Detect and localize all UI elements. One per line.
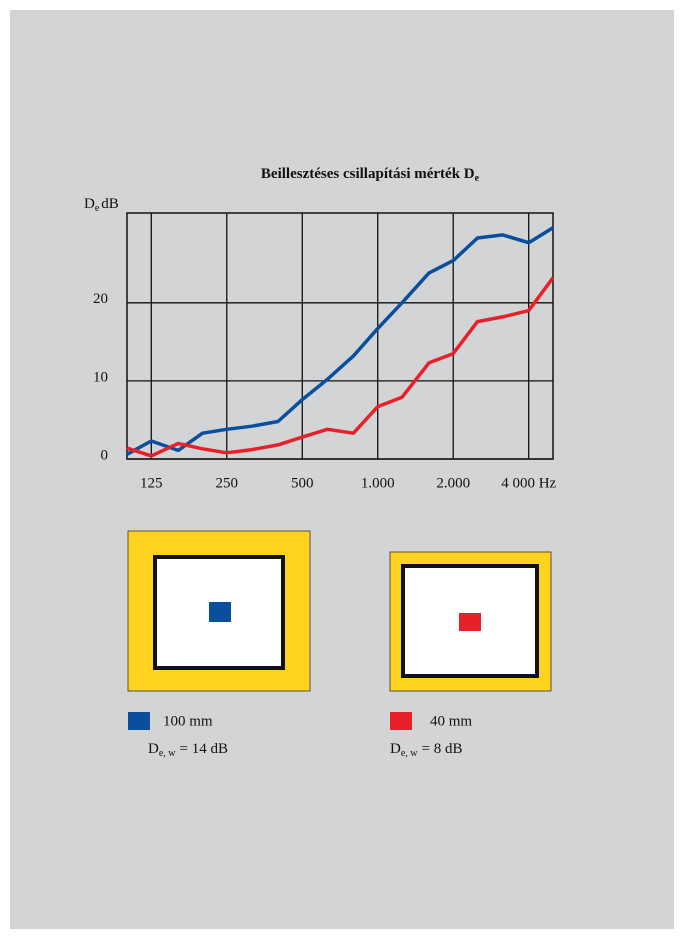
legend-swatch bbox=[128, 712, 150, 730]
ylabel-sub: e bbox=[95, 203, 100, 214]
annotation-value: = 8 dB bbox=[422, 741, 463, 757]
title-sub: e bbox=[475, 173, 480, 184]
annotation-sub: e, w bbox=[401, 748, 418, 759]
annotation-main: D bbox=[148, 741, 159, 757]
x-tick-label: 2.000 bbox=[436, 475, 470, 491]
lines bbox=[126, 226, 555, 458]
x-tick-label: 250 bbox=[216, 475, 239, 491]
y-tick-label: 10 bbox=[93, 369, 108, 385]
legend-swatch bbox=[390, 712, 412, 730]
x-tick-label: 1.000 bbox=[361, 475, 395, 491]
legend-label: 100 mm bbox=[163, 713, 213, 729]
y-tick-label: 0 bbox=[101, 447, 109, 463]
sample-core bbox=[209, 602, 231, 622]
chart-title: Beillesztéses csillapítási mérték De bbox=[261, 166, 480, 184]
title-main: Beillesztéses csillapítási mérték D bbox=[261, 166, 475, 182]
plot-frame bbox=[126, 212, 554, 460]
y-tick-label: 20 bbox=[93, 291, 108, 307]
x-tick-label: 500 bbox=[291, 475, 314, 491]
data-line bbox=[126, 276, 555, 458]
panel bbox=[10, 10, 674, 929]
sample-core bbox=[459, 613, 481, 631]
labels: 0 10 20 125 250 500 1.000 2.000 4 000 Hz bbox=[93, 291, 557, 491]
x-tick-label: 125 bbox=[140, 475, 163, 491]
y-axis-label: De dB bbox=[84, 196, 119, 214]
sample-inner bbox=[153, 555, 285, 670]
annotation-sub: e, w bbox=[159, 748, 176, 759]
annotation-main: D bbox=[390, 741, 401, 757]
annotation-value: = 14 dB bbox=[180, 741, 228, 757]
ylabel-unit: dB bbox=[101, 196, 119, 212]
data-line bbox=[126, 226, 554, 456]
annotation: De, w = 14 dB bbox=[148, 741, 228, 759]
legend-label: 40 mm bbox=[430, 713, 472, 729]
annotation: De, w = 8 dB bbox=[390, 741, 462, 759]
ylabel-main: D bbox=[84, 196, 95, 212]
x-tick-label: 4 000 Hz bbox=[501, 475, 556, 491]
